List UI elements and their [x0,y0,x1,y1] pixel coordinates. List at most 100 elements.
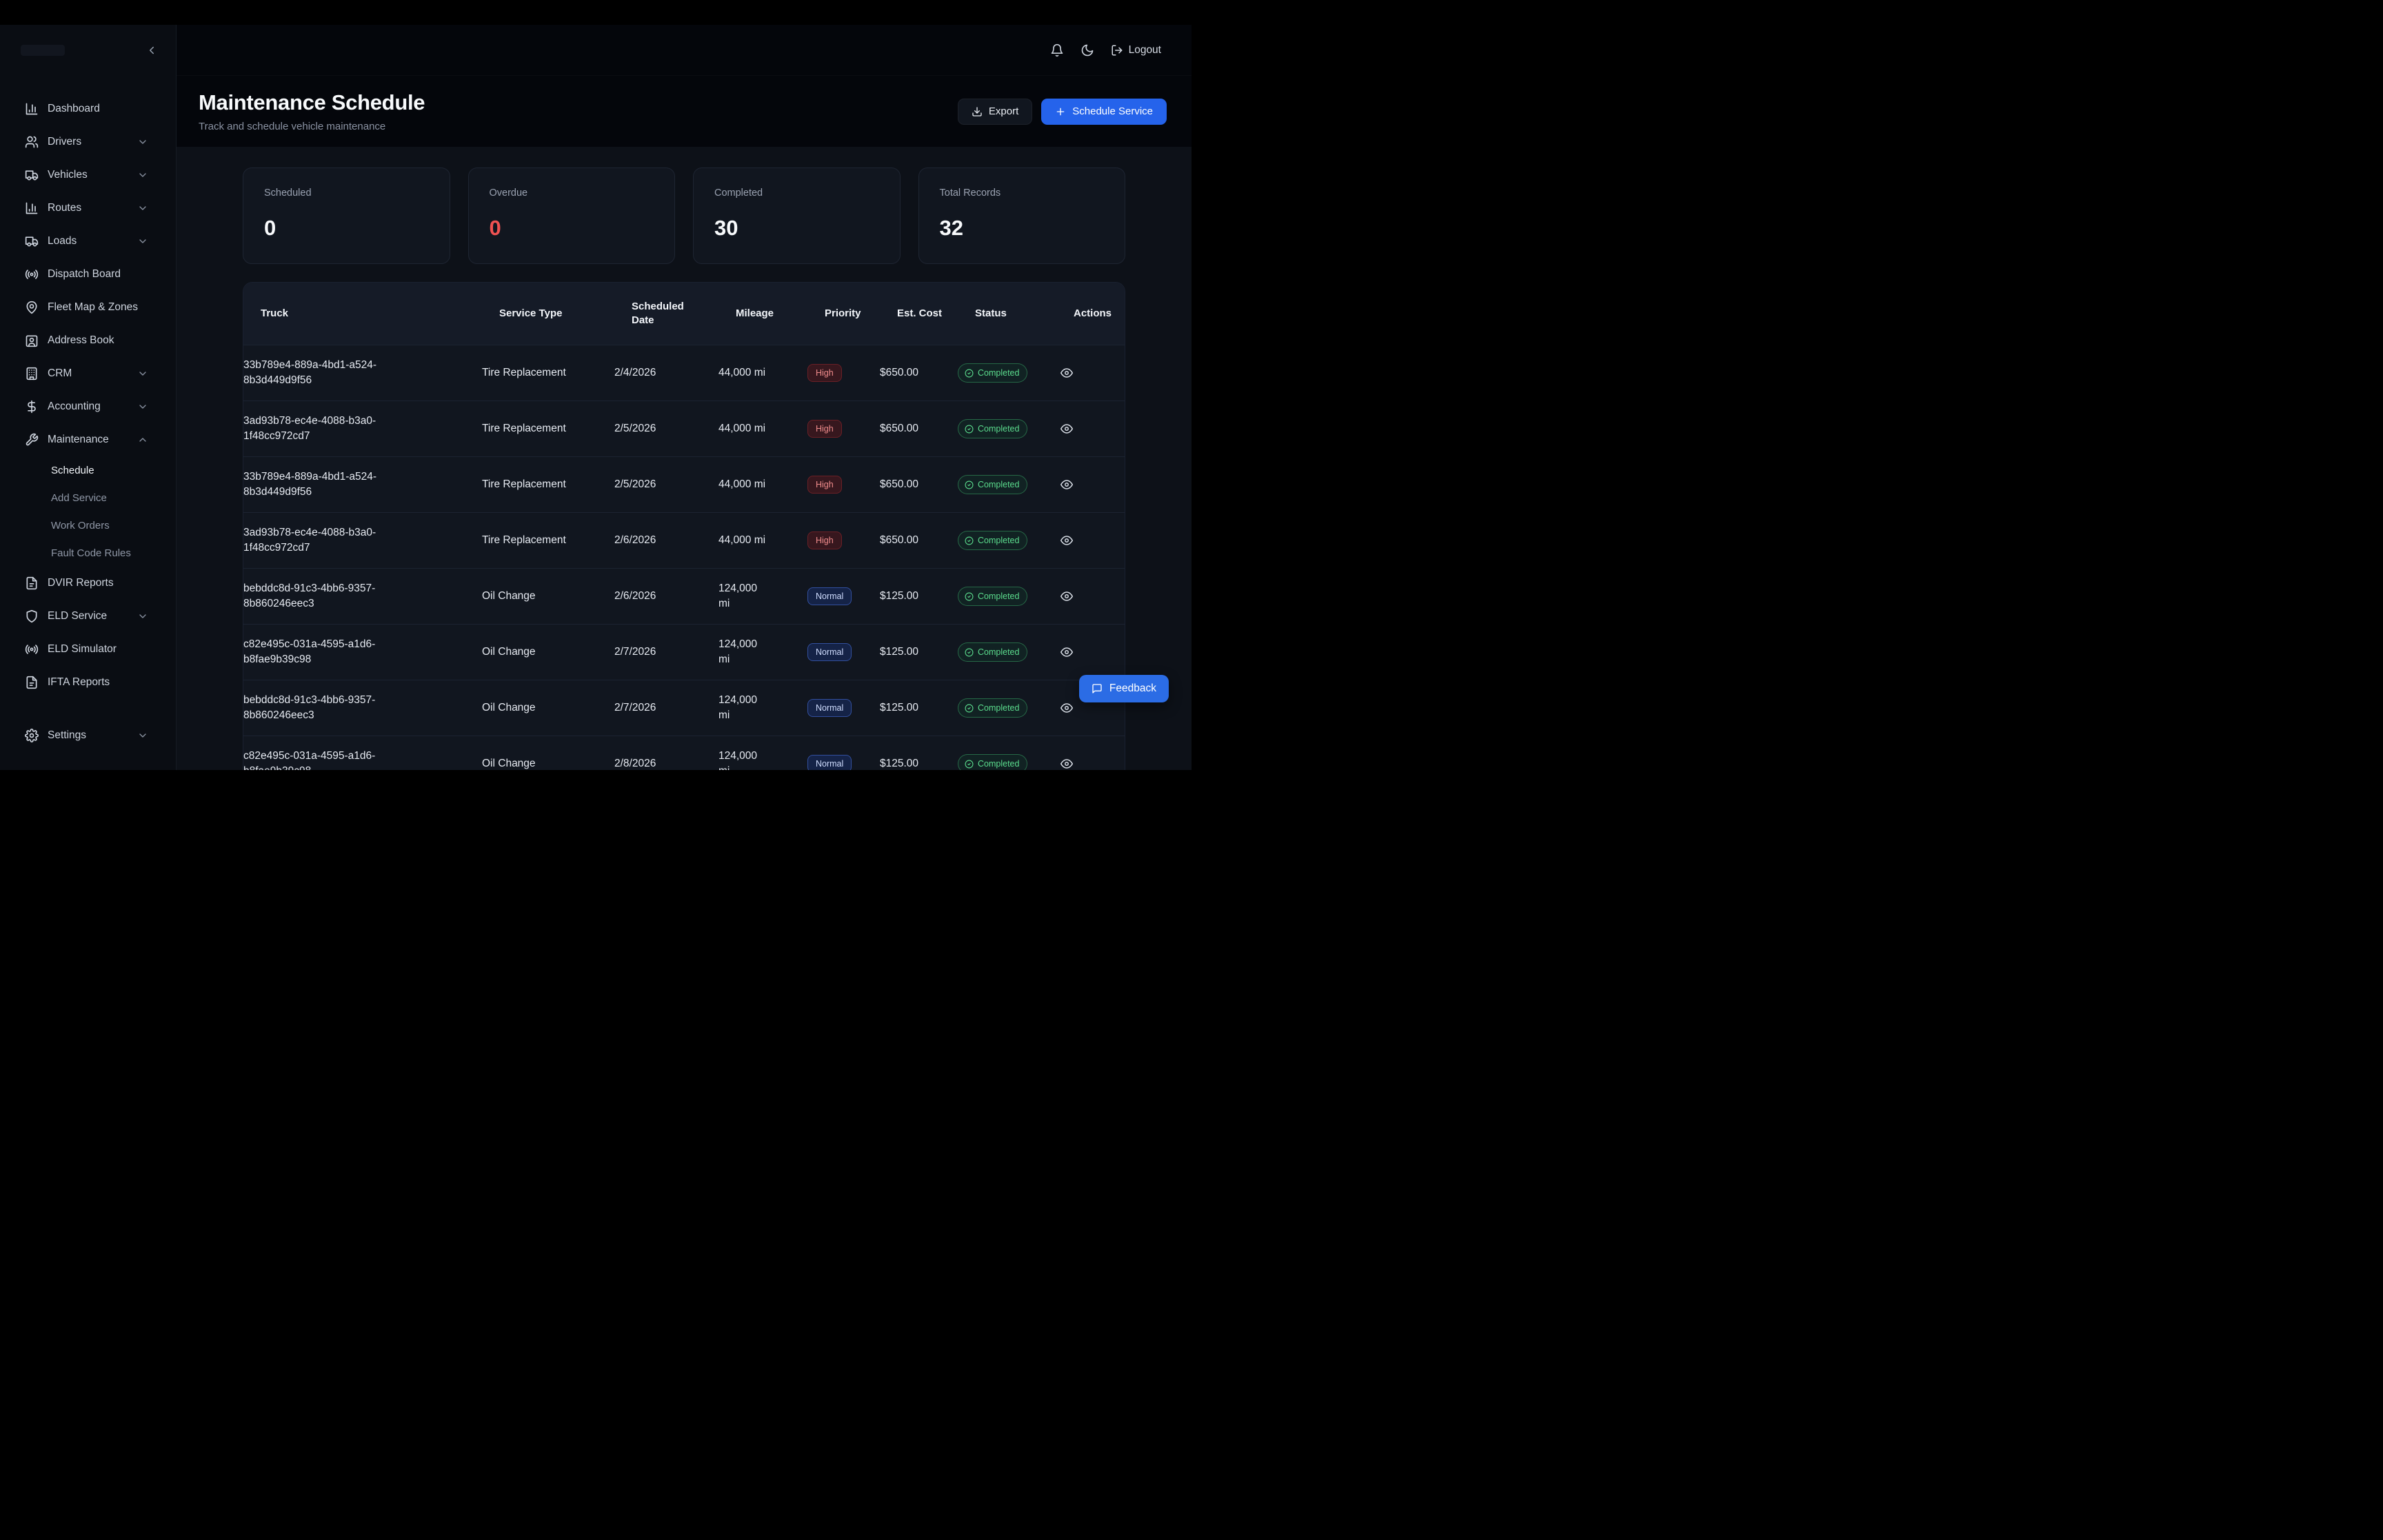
cell-est-cost: $650.00 [880,422,919,434]
priority-badge: High [807,531,842,550]
sidebar-item-label: Vehicles [48,169,88,181]
sidebar-item-maintenance[interactable]: Maintenance [0,423,169,456]
download-icon [972,106,983,117]
sidebar-bottom: Settings [0,719,169,770]
sidebar-subitem-schedule[interactable]: Schedule [0,456,169,484]
check-circle-icon [965,648,974,657]
sidebar: Dashboard Drivers Vehicles Routes Loads [0,25,177,770]
cell-service-type: Tire Replacement [482,534,566,546]
sidebar-item-crm[interactable]: CRM [0,357,169,390]
cell-scheduled-date: 2/4/2026 [614,366,656,378]
cell-mileage: 124,000 mi [718,582,758,609]
view-details-button[interactable] [1056,423,1073,435]
check-circle-icon [965,760,974,769]
chevron-down-icon [137,136,148,148]
cell-priority: Normal [807,754,880,770]
header-actions: Export Schedule Service [957,98,1167,125]
cell-est-cost: $650.00 [880,366,919,378]
view-details-button[interactable] [1056,702,1073,714]
page-header: Maintenance Schedule Track and schedule … [177,76,1192,147]
feedback-button[interactable]: Feedback [1078,675,1169,702]
stat-label: Scheduled [264,188,312,199]
cell-actions [1056,478,1125,491]
sidebar-subitem-add-service[interactable]: Add Service [0,484,169,511]
sidebar-collapse-button[interactable] [145,44,158,57]
sidebar-item-dispatch-board[interactable]: Dispatch Board [0,258,169,291]
app-root: Dashboard Drivers Vehicles Routes Loads [0,0,1192,770]
status-badge: Completed [958,753,1028,770]
status-badge: Completed [958,363,1028,383]
cell-mileage: 44,000 mi [718,366,766,378]
users-icon [25,135,39,149]
cell-est-cost: $125.00 [880,701,919,713]
building-icon [25,367,39,381]
sidebar-item-label: Drivers [48,136,82,148]
cell-truck: c82e495c-031a-4595-a1d6-b8fae9b39c98 [243,749,482,770]
schedule-service-button[interactable]: Schedule Service [1041,98,1167,125]
truck-id: 3ad93b78-ec4e-4088-b3a0-1f48cc972cd7 [243,526,376,554]
sidebar-item-vehicles[interactable]: Vehicles [0,159,169,192]
stat-card-completed: Completed 30 [693,168,901,264]
sidebar-item-dvir-reports[interactable]: DVIR Reports [0,567,169,600]
sidebar-item-eld-simulator[interactable]: ELD Simulator [0,633,169,666]
table-row: 3ad93b78-ec4e-4088-b3a0-1f48cc972cd7 Tir… [243,512,1125,568]
view-details-button[interactable] [1056,758,1073,770]
priority-badge: High [807,419,842,438]
sidebar-item-address-book[interactable]: Address Book [0,324,169,357]
moon-icon [1080,43,1094,57]
priority-badge: Normal [807,754,852,770]
sidebar-item-settings[interactable]: Settings [0,719,169,752]
table-row: 33b789e4-889a-4bd1-a524-8b3d449d9f56 Tir… [243,456,1125,512]
column-header-service-type: Service Type [499,307,563,319]
eye-icon [1060,534,1073,547]
radio-icon [25,642,39,656]
cell-priority: Normal [807,642,880,662]
logout-button[interactable]: Logout [1111,44,1161,57]
plus-icon [1055,106,1066,117]
view-details-button[interactable] [1056,590,1073,602]
table-row: bebddc8d-91c3-4bb6-9357-8b860246eec3 Oil… [243,568,1125,624]
column-header-status: Status [975,307,1007,319]
cell-est-cost: $125.00 [880,645,919,658]
stat-value: 32 [939,216,963,240]
theme-toggle-button[interactable] [1080,43,1094,57]
sidebar-subitem-work-orders[interactable]: Work Orders [0,511,169,539]
view-details-button[interactable] [1056,646,1073,658]
sidebar-item-label: Dashboard [48,103,100,114]
sidebar-item-drivers[interactable]: Drivers [0,125,169,159]
cell-truck: 3ad93b78-ec4e-4088-b3a0-1f48cc972cd7 [243,414,482,445]
status-badge: Completed [958,418,1028,439]
wrench-icon [25,433,39,447]
view-details-button[interactable] [1056,367,1073,379]
cell-scheduled-date: 2/6/2026 [614,589,656,602]
sidebar-item-accounting[interactable]: Accounting [0,390,169,423]
cell-status: Completed [958,586,1056,607]
sidebar-item-fleet-map-zones[interactable]: Fleet Map & Zones [0,291,169,324]
sidebar-subitem-label: Work Orders [51,519,110,531]
view-details-button[interactable] [1056,478,1073,491]
sidebar-item-ifta-reports[interactable]: IFTA Reports [0,666,169,699]
sidebar-item-loads[interactable]: Loads [0,225,169,258]
topbar: Logout [177,25,1192,76]
export-button[interactable]: Export [957,98,1033,125]
sidebar-item-dashboard[interactable]: Dashboard [0,92,169,125]
cell-status: Completed [958,530,1056,551]
cell-est-cost: $650.00 [880,534,919,546]
cell-service-type: Oil Change [482,701,536,713]
sidebar-item-eld-service[interactable]: ELD Service [0,600,169,633]
sidebar-item-routes[interactable]: Routes [0,192,169,225]
top-strip [0,0,1192,25]
sidebar-subitem-label: Fault Code Rules [51,547,131,559]
sidebar-subitem-fault-code-rules[interactable]: Fault Code Rules [0,539,169,567]
cell-mileage: 124,000 mi [718,749,758,770]
logout-icon [1111,44,1123,57]
cell-est-cost: $125.00 [880,757,919,769]
sidebar-item-label: Fleet Map & Zones [48,301,138,313]
page-title: Maintenance Schedule [199,90,425,114]
view-details-button[interactable] [1056,534,1073,547]
chevron-down-icon [137,730,148,741]
notifications-button[interactable] [1050,43,1064,57]
chevron-down-icon [137,611,148,622]
contact-icon [25,334,39,347]
column-header-scheduled-date: Scheduled Date [632,300,684,326]
